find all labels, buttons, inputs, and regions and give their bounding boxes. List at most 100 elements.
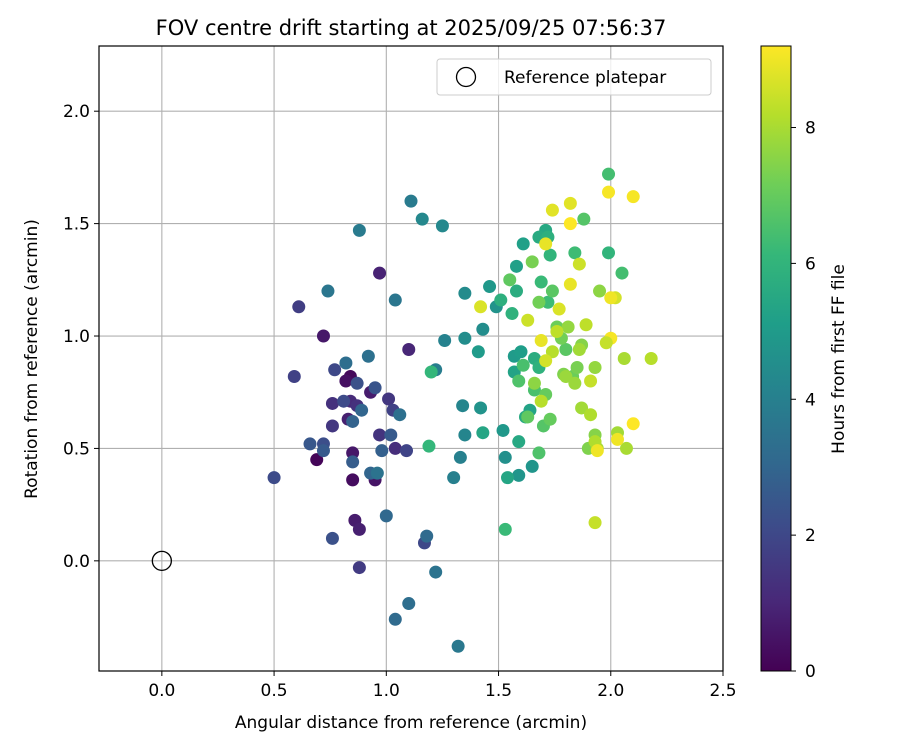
data-point <box>325 419 339 433</box>
data-point <box>509 284 523 298</box>
data-point <box>534 394 548 408</box>
y-tick-label: 1.5 <box>63 215 90 235</box>
data-point <box>505 307 519 321</box>
data-point <box>352 522 366 536</box>
data-point <box>494 293 508 307</box>
data-point <box>619 441 633 455</box>
data-point <box>521 410 535 424</box>
x-tick-label: 1.5 <box>485 681 512 701</box>
data-point <box>429 565 443 579</box>
data-point <box>602 167 616 181</box>
data-point <box>458 286 472 300</box>
data-point <box>420 529 434 543</box>
data-point <box>602 185 616 199</box>
colorbar-tick-label: 0 <box>805 662 816 682</box>
data-point <box>512 468 526 482</box>
data-point <box>451 639 465 653</box>
y-tick-label: 0.0 <box>63 552 90 572</box>
colorbar <box>760 45 792 672</box>
chart-title: FOV centre drift starting at 2025/09/25 … <box>156 16 667 40</box>
x-tick-label: 0.0 <box>148 681 175 701</box>
data-point <box>456 399 470 413</box>
data-point <box>588 516 602 530</box>
data-point <box>512 435 526 449</box>
data-point <box>346 446 360 460</box>
axes: 0.0 0.5 1.0 1.5 2.0 2.5 0.0 0.5 1.0 1.5 2.0 <box>63 45 737 701</box>
data-point <box>404 194 418 208</box>
data-point <box>545 345 559 359</box>
data-point <box>521 313 535 327</box>
data-point <box>388 441 402 455</box>
data-point <box>590 444 604 458</box>
data-point <box>447 471 461 485</box>
data-point <box>346 473 360 487</box>
colorbar-tick-label: 6 <box>805 254 816 274</box>
reference-platepar-marker <box>151 550 172 571</box>
data-point <box>498 450 512 464</box>
data-point <box>611 432 625 446</box>
data-point <box>579 318 593 332</box>
data-point <box>570 360 584 374</box>
data-point <box>539 237 553 251</box>
data-point <box>422 439 436 453</box>
data-point <box>267 471 281 485</box>
data-point <box>593 284 607 298</box>
data-point <box>379 509 393 523</box>
data-point <box>584 374 598 388</box>
colorbar-tick-label: 4 <box>805 390 816 410</box>
data-point <box>559 343 573 357</box>
data-point <box>339 374 353 388</box>
data-point <box>382 392 396 406</box>
x-tick-label: 2.5 <box>709 681 736 701</box>
data-point <box>402 597 416 611</box>
data-point <box>471 345 485 359</box>
data-point <box>577 212 591 226</box>
colorbar-label: Hours from first FF file <box>829 264 849 454</box>
data-point <box>527 376 541 390</box>
data-point <box>400 444 414 458</box>
data-point <box>476 322 490 336</box>
data-point <box>545 284 559 298</box>
data-point <box>458 331 472 345</box>
data-point <box>617 352 631 365</box>
data-point <box>483 280 497 294</box>
colorbar-tick-label: 2 <box>805 526 816 546</box>
data-point <box>516 358 530 372</box>
data-point <box>474 401 488 415</box>
data-point <box>514 345 528 359</box>
data-point <box>361 349 375 363</box>
data-point <box>626 417 640 431</box>
legend-label: Reference platepar <box>504 68 666 88</box>
data-point <box>543 412 557 426</box>
data-point <box>415 212 429 226</box>
data-point <box>346 455 360 469</box>
data-point <box>388 293 402 307</box>
data-point <box>604 291 618 305</box>
legend-reference-marker <box>455 66 477 88</box>
data-point <box>532 295 546 309</box>
data-point <box>328 363 342 377</box>
x-tick-label: 0.5 <box>261 681 288 701</box>
data-point <box>346 414 360 428</box>
data-point <box>525 459 539 473</box>
data-point <box>626 190 640 204</box>
data-point <box>550 325 564 339</box>
data-point <box>355 403 369 417</box>
data-point <box>559 369 573 383</box>
data-point <box>424 365 438 379</box>
data-point <box>572 343 586 357</box>
legend-box <box>436 58 712 96</box>
data-point <box>572 257 586 271</box>
data-point <box>563 196 577 210</box>
data-point <box>438 334 452 348</box>
y-tick-label: 1.0 <box>63 327 90 347</box>
data-point <box>568 246 582 260</box>
x-tick-label: 1.0 <box>373 681 400 701</box>
data-point <box>287 369 301 383</box>
data-point <box>402 343 416 357</box>
data-point <box>584 408 598 422</box>
data-point <box>512 374 526 388</box>
data-point <box>458 428 472 442</box>
data-point <box>602 246 616 260</box>
data-point <box>474 300 488 314</box>
